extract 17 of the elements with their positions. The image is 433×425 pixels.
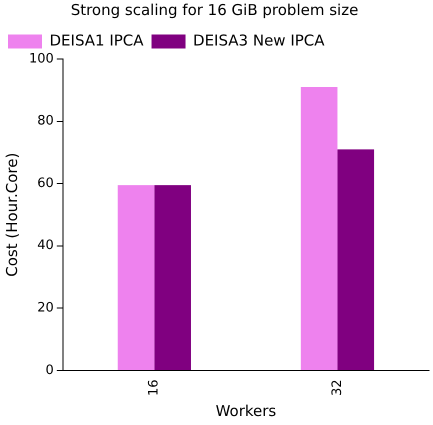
x-axis-title: Workers — [216, 402, 276, 420]
y-tick-label: 40 — [37, 238, 54, 254]
bar — [337, 149, 374, 370]
x-tick-label: 16 — [146, 379, 162, 396]
bar — [300, 87, 338, 370]
y-tick-label: 20 — [37, 300, 54, 316]
y-tick-label: 0 — [46, 362, 54, 378]
bar — [154, 185, 191, 370]
chart-title: Strong scaling for 16 GiB problem size — [70, 0, 358, 19]
y-tick-label: 100 — [28, 51, 54, 66]
x-tick-label: 32 — [330, 379, 345, 396]
y-axis-title: Cost (Hour.Core) — [2, 152, 21, 277]
bar — [118, 185, 154, 370]
y-tick-label: 60 — [37, 176, 54, 191]
legend-label: DEISA3 New IPCA — [193, 31, 326, 50]
legend-label: DEISA1 IPCA — [50, 31, 144, 50]
y-tick-label: 80 — [37, 114, 54, 129]
